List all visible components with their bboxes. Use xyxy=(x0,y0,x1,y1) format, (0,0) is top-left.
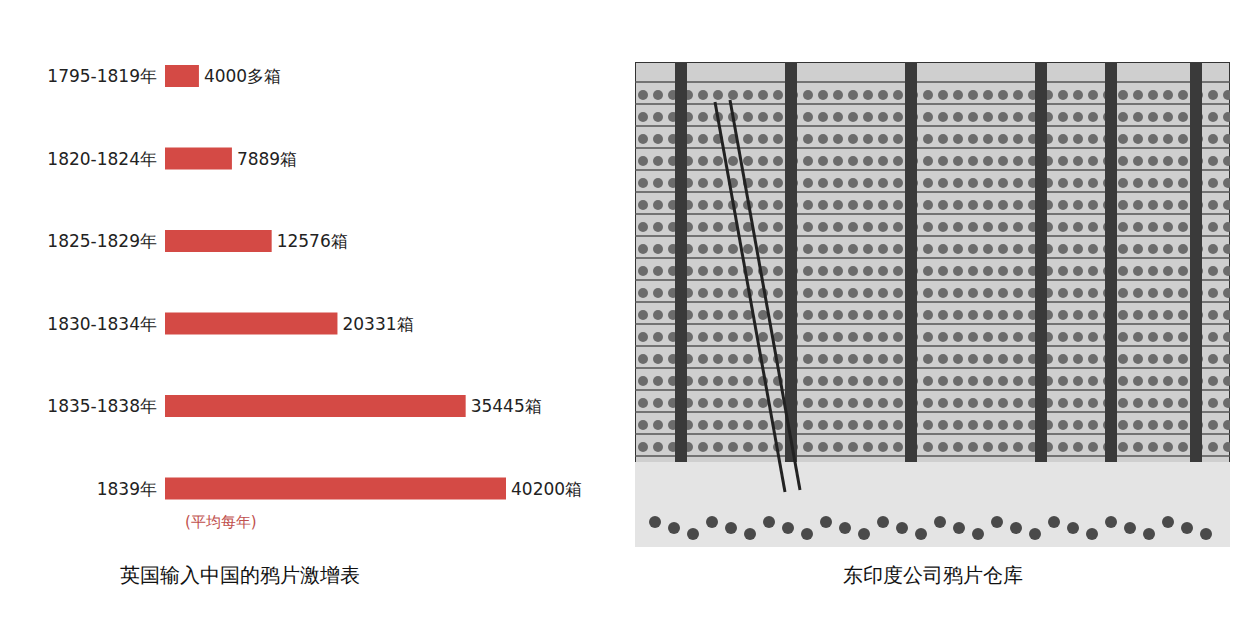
svg-text:1835-1838年: 1835-1838年 xyxy=(47,396,157,416)
svg-text:1820-1824年: 1820-1824年 xyxy=(47,149,157,169)
svg-text:4000多箱: 4000多箱 xyxy=(204,66,281,86)
svg-text:35445箱: 35445箱 xyxy=(471,396,542,416)
svg-text:20331箱: 20331箱 xyxy=(342,314,413,334)
html-text:东印度公司鸦片仓库: 东印度公司鸦片仓库 xyxy=(842,563,1023,587)
svg-text:1839年: 1839年 xyxy=(97,479,157,499)
svg-text:40200箱: 40200箱 xyxy=(511,479,582,499)
svg-text:1825-1829年: 1825-1829年 xyxy=(47,231,157,251)
svg-text:1830-1834年: 1830-1834年 xyxy=(47,314,157,334)
svg-text:1795-1819年: 1795-1819年 xyxy=(47,66,157,86)
html-text:(平均每年): (平均每年) xyxy=(185,513,257,531)
html-text:英国输入中国的鸦片激增表: 英国输入中国的鸦片激增表 xyxy=(120,563,360,587)
svg-text:12576箱: 12576箱 xyxy=(277,231,348,251)
svg-text:7889箱: 7889箱 xyxy=(237,149,297,169)
